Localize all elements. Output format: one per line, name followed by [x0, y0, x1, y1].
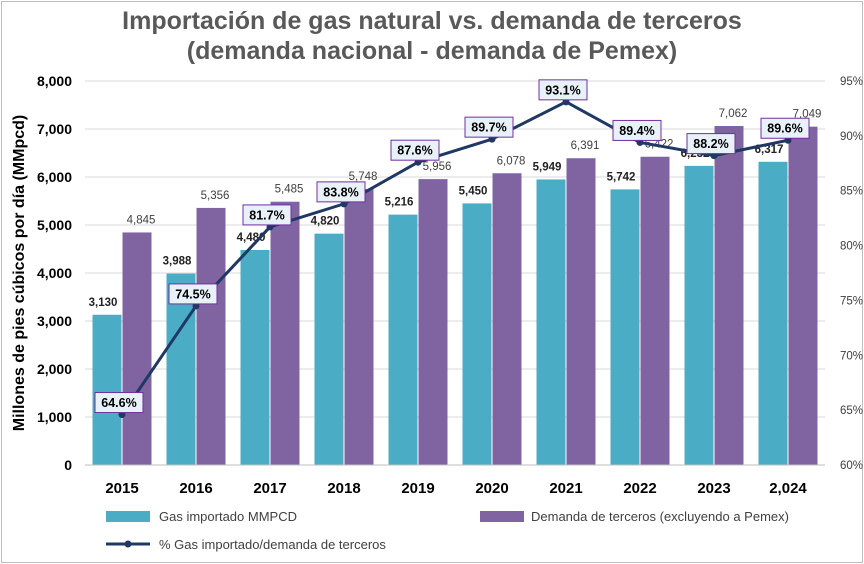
line-label-box — [316, 181, 366, 203]
bar-demanda-terceros — [270, 201, 300, 465]
y-axis-label: Millones de pies cúbicos por día (MMpcd) — [11, 115, 28, 431]
line-label-box — [464, 116, 514, 138]
y-tick-label: 0 — [64, 457, 72, 473]
line-label-box — [686, 133, 736, 155]
legend-label-demanda-terceros: Demanda de terceros (excluyendo a Pemex) — [531, 509, 789, 524]
data-label-pct: 74.5% — [175, 287, 210, 301]
data-label-demanda-terceros: 5,485 — [275, 184, 304, 196]
data-label-gas-importado: 3,130 — [89, 297, 118, 309]
bar-gas-importado — [92, 314, 122, 465]
data-label-pct: 81.7% — [249, 208, 284, 222]
data-label-pct: 87.6% — [397, 144, 432, 158]
bar-gas-importado — [536, 179, 566, 465]
chart-title: Importación de gas natural vs. demanda d… — [0, 6, 864, 66]
y-tick-label: 5,000 — [37, 217, 72, 233]
data-label-pct: 64.6% — [101, 396, 136, 410]
data-label-pct: 83.8% — [323, 185, 358, 199]
x-tick-label: 2022 — [623, 480, 656, 497]
bar-gas-importado — [314, 233, 344, 465]
legend-label-pct: % Gas importado/demanda de terceros — [159, 537, 386, 552]
y-tick-label: 7,000 — [37, 121, 72, 137]
legend-label-gas-importado: Gas importado MMPCD — [159, 509, 297, 524]
legend-swatch-gas-importado — [106, 511, 150, 522]
bar-gas-importado — [388, 214, 418, 465]
y-tick-label: 3,000 — [37, 313, 72, 329]
bar-gas-importado — [166, 273, 196, 465]
data-label-demanda-terceros: 7,062 — [719, 108, 748, 120]
bar-gas-importado — [610, 189, 640, 465]
bar-demanda-terceros — [714, 126, 744, 466]
chart-title-line-2: (demanda nacional - demanda de Pemex) — [186, 37, 678, 65]
y2-tick-label: 90% — [840, 131, 863, 143]
data-label-gas-importado: 5,450 — [459, 185, 488, 197]
x-tick-label: 2016 — [179, 480, 212, 497]
x-tick-label: 2,024 — [769, 480, 807, 497]
line-pct-importado — [120, 100, 789, 416]
line-label-box — [612, 119, 662, 141]
bar-gas-importado — [758, 161, 788, 465]
bar-demanda-terceros — [788, 126, 818, 465]
chart-title-line-1: Importación de gas natural vs. demanda d… — [122, 7, 742, 35]
line-label-box — [168, 283, 218, 305]
line-label-box — [760, 117, 810, 139]
y-tick-label: 2,000 — [37, 361, 72, 377]
data-label-pct: 88.2% — [693, 137, 728, 151]
data-label-demanda-terceros: 5,956 — [423, 161, 452, 173]
y2-tick-label: 70% — [840, 350, 863, 362]
y2-tick-label: 80% — [840, 241, 863, 253]
line-label-box — [538, 79, 588, 101]
y2-tick-label: 95% — [840, 76, 863, 88]
y2-tick-label: 85% — [840, 186, 863, 198]
data-label-pct: 89.4% — [619, 124, 654, 138]
legend-swatch-demanda-terceros — [480, 511, 524, 522]
bar-gas-importado — [240, 249, 270, 465]
data-label-gas-importado: 5,949 — [533, 161, 562, 173]
data-label-demanda-terceros: 6,078 — [497, 155, 526, 167]
data-label-pct: 93.1% — [545, 83, 580, 97]
x-tick-label: 2015 — [105, 480, 138, 497]
data-label-gas-importado: 5,742 — [607, 171, 636, 183]
data-label-pct: 89.7% — [471, 121, 506, 135]
bar-demanda-terceros — [344, 189, 374, 465]
y2-tick-label: 60% — [840, 460, 863, 472]
data-label-gas-importado: 5,216 — [385, 197, 414, 209]
data-label-demanda-terceros: 4,845 — [127, 214, 156, 226]
bar-demanda-terceros — [418, 179, 448, 465]
bar-gas-importado — [462, 203, 492, 465]
x-tick-label: 2017 — [253, 480, 286, 497]
line-label-box — [242, 204, 292, 226]
data-label-demanda-terceros: 5,356 — [201, 190, 230, 202]
y-tick-label: 1,000 — [37, 409, 72, 425]
data-label-gas-importado: 4,820 — [311, 216, 340, 228]
data-label-demanda-terceros: 6,391 — [571, 140, 600, 152]
y-tick-label: 6,000 — [37, 169, 72, 185]
x-tick-label: 2021 — [549, 480, 582, 497]
bar-demanda-terceros — [492, 173, 522, 466]
data-label-gas-importado: 3,988 — [163, 256, 192, 268]
line-label-box — [94, 392, 144, 414]
y-tick-label: 8,000 — [37, 73, 72, 89]
x-tick-label: 2020 — [475, 480, 508, 497]
x-tick-label: 2023 — [697, 480, 730, 497]
legend-swatch-pct-marker — [124, 540, 132, 548]
data-label-demanda-terceros: 5,748 — [349, 171, 378, 183]
y2-tick-label: 75% — [840, 295, 863, 307]
y2-tick-label: 65% — [840, 405, 863, 417]
bar-demanda-terceros — [566, 158, 596, 465]
data-label-pct: 89.6% — [767, 122, 802, 136]
bar-demanda-terceros — [640, 156, 670, 465]
bar-demanda-terceros — [122, 232, 152, 465]
line-label-box — [390, 139, 440, 161]
y-tick-label: 4,000 — [37, 265, 72, 281]
bar-gas-importado — [684, 165, 714, 465]
bar-demanda-terceros — [196, 207, 226, 466]
x-tick-label: 2018 — [327, 480, 360, 497]
data-label-demanda-terceros: 7,049 — [793, 109, 822, 121]
x-tick-label: 2019 — [401, 480, 434, 497]
